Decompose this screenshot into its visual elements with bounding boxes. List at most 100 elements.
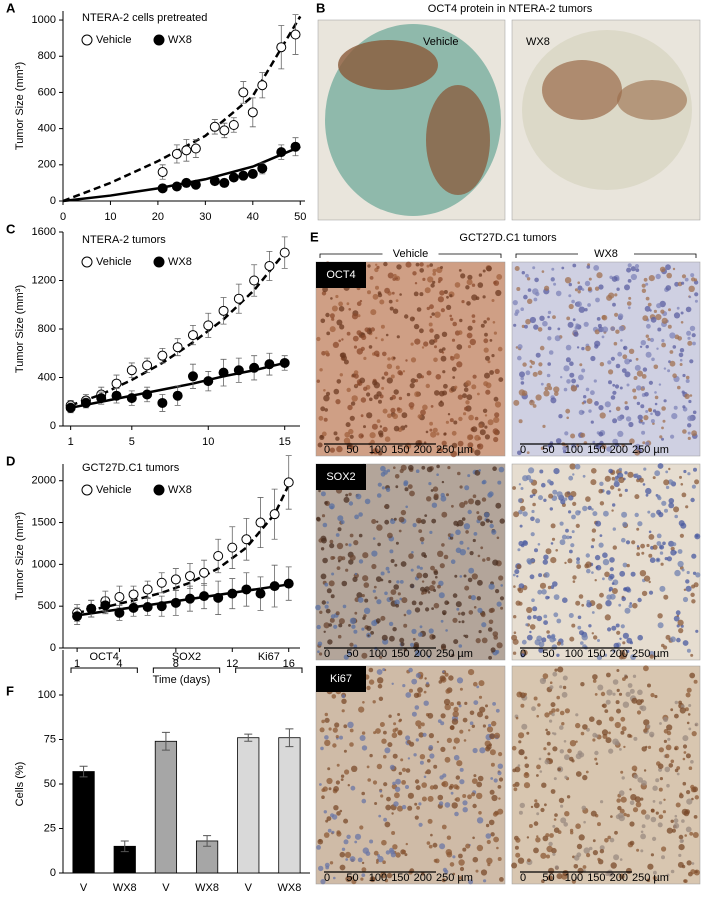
cell-nucleus: [633, 774, 639, 779]
cell-nucleus: [449, 294, 453, 298]
cell-nucleus: [474, 434, 481, 441]
cell-nucleus: [360, 397, 367, 403]
cell-nucleus: [533, 297, 538, 302]
cell-nucleus: [377, 482, 382, 487]
cell-nucleus: [493, 280, 500, 286]
cell-nucleus: [531, 509, 535, 514]
cell-nucleus: [358, 533, 363, 538]
cell-nucleus: [617, 430, 624, 437]
cell-nucleus: [687, 336, 691, 340]
cell-nucleus: [605, 872, 610, 876]
cell-nucleus: [337, 515, 344, 522]
cell-nucleus: [634, 449, 641, 456]
cell-nucleus: [599, 362, 605, 367]
cell-nucleus: [679, 348, 685, 353]
scale-label: 50: [542, 444, 554, 456]
cell-nucleus: [621, 596, 626, 602]
cell-nucleus: [619, 570, 626, 577]
cell-nucleus: [349, 533, 354, 538]
cell-nucleus: [620, 730, 625, 735]
cell-nucleus: [337, 527, 342, 532]
cell-nucleus: [531, 488, 538, 495]
cell-nucleus: [417, 414, 422, 419]
cell-nucleus: [466, 434, 473, 441]
cell-nucleus: [346, 331, 351, 336]
cell-nucleus: [612, 692, 616, 696]
cell-nucleus: [615, 623, 620, 628]
cell-nucleus: [548, 350, 554, 355]
y-tick-label: 800: [38, 323, 56, 335]
cell-nucleus: [625, 416, 632, 422]
cell-nucleus: [336, 319, 343, 326]
cell-nucleus: [324, 582, 329, 587]
cell-nucleus: [577, 625, 582, 630]
cell-nucleus: [375, 336, 378, 340]
cell-nucleus: [692, 410, 697, 415]
cell-nucleus: [590, 810, 597, 817]
cell-nucleus: [606, 689, 613, 696]
cell-nucleus: [624, 471, 628, 475]
cell-nucleus: [679, 475, 682, 479]
cell-nucleus: [430, 833, 433, 837]
cell-nucleus: [443, 554, 449, 560]
group-label: Ki67: [258, 651, 280, 663]
cell-nucleus: [612, 545, 617, 550]
cell-nucleus: [670, 869, 675, 874]
cell-nucleus: [593, 265, 600, 271]
cell-nucleus: [400, 642, 405, 647]
cell-nucleus: [657, 613, 663, 619]
cell-nucleus: [691, 553, 697, 559]
cell-nucleus: [522, 511, 528, 517]
cell-nucleus: [529, 630, 532, 634]
cell-nucleus: [453, 639, 459, 645]
cell-nucleus: [324, 604, 329, 609]
cell-nucleus: [619, 386, 623, 390]
cell-nucleus: [379, 722, 385, 727]
cell-nucleus: [515, 600, 521, 606]
cell-nucleus: [371, 550, 378, 557]
cell-nucleus: [383, 817, 387, 822]
cell-nucleus: [468, 567, 475, 574]
cell-nucleus: [618, 873, 625, 880]
cell-nucleus: [679, 363, 683, 366]
cell-nucleus: [533, 802, 540, 809]
cell-nucleus: [622, 354, 628, 360]
cell-nucleus: [338, 623, 343, 628]
cell-nucleus: [622, 701, 630, 708]
cell-nucleus: [360, 877, 364, 881]
cell-nucleus: [581, 805, 587, 811]
cell-nucleus: [482, 479, 487, 485]
cell-nucleus: [377, 855, 384, 863]
cell-nucleus: [444, 802, 451, 808]
cell-nucleus: [441, 878, 446, 883]
cell-nucleus: [418, 732, 424, 738]
data-point: [238, 87, 249, 98]
cell-nucleus: [538, 362, 543, 367]
cell-nucleus: [324, 712, 328, 717]
cell-nucleus: [351, 879, 357, 885]
cell-nucleus: [394, 727, 399, 731]
cell-nucleus: [329, 543, 335, 549]
cell-nucleus: [349, 415, 355, 421]
data-point: [142, 360, 153, 371]
cell-nucleus: [319, 783, 322, 786]
cell-nucleus: [652, 875, 657, 881]
cell-nucleus: [562, 685, 567, 690]
cell-nucleus: [375, 576, 382, 582]
scale-label: 250 µm: [632, 872, 669, 884]
cell-nucleus: [582, 474, 586, 478]
cell-nucleus: [398, 719, 402, 723]
cell-nucleus: [432, 272, 437, 276]
cell-nucleus: [408, 464, 414, 471]
scale-label: 200: [414, 648, 432, 660]
cell-nucleus: [641, 283, 646, 288]
cell-nucleus: [569, 361, 574, 367]
cell-nucleus: [554, 391, 559, 397]
cell-nucleus: [576, 564, 582, 569]
cell-nucleus: [405, 785, 409, 789]
scale-label: 150: [391, 444, 409, 456]
cell-nucleus: [608, 716, 614, 722]
cell-nucleus: [540, 382, 544, 386]
cell-nucleus: [563, 387, 568, 392]
